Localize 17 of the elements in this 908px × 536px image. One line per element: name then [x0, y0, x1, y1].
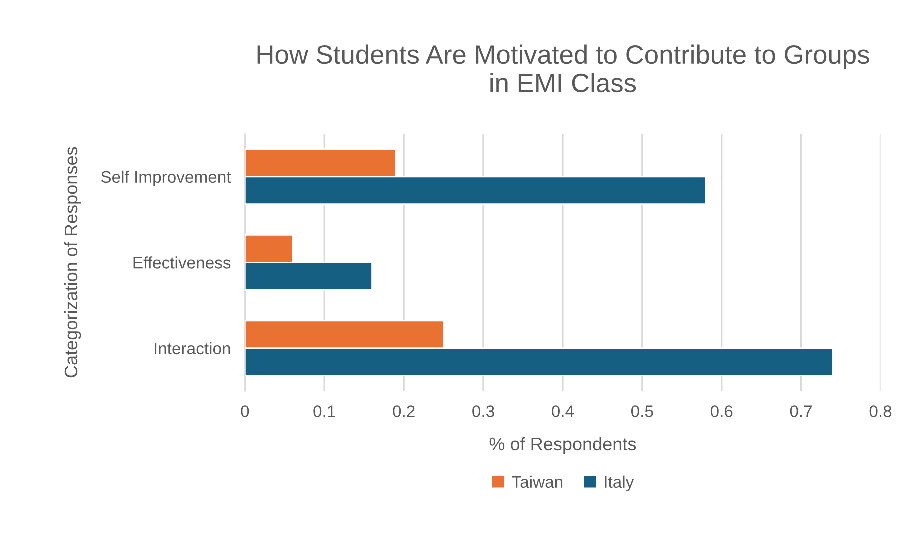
y-tick-label: Self Improvement — [101, 170, 232, 186]
x-axis-title: % of Respondents — [490, 437, 636, 454]
x-tick-label: 0.6 — [710, 406, 733, 418]
x-tick-label: 0.2 — [393, 406, 415, 418]
x-tick-label: 0.5 — [631, 406, 654, 418]
chart-title: How Students Are Motivated to Contribute to Groups in EMI Class — [258, 44, 870, 93]
legend-label: Italy — [605, 476, 634, 492]
x-tick-label: 0.7 — [790, 406, 812, 418]
x-tick-label: 0 — [241, 406, 250, 418]
x-tick-label: 0.4 — [552, 406, 574, 418]
legend-label: Taiwan — [512, 476, 563, 488]
y-tick-label: Effectiveness — [134, 256, 231, 269]
y-tick-label: Interaction — [154, 342, 230, 355]
x-tick-label: 0.1 — [314, 406, 336, 418]
y-axis-title: Categorization of Responses — [64, 147, 82, 378]
x-tick-label: 0.3 — [472, 406, 494, 418]
x-tick-label: 0.8 — [870, 406, 892, 418]
